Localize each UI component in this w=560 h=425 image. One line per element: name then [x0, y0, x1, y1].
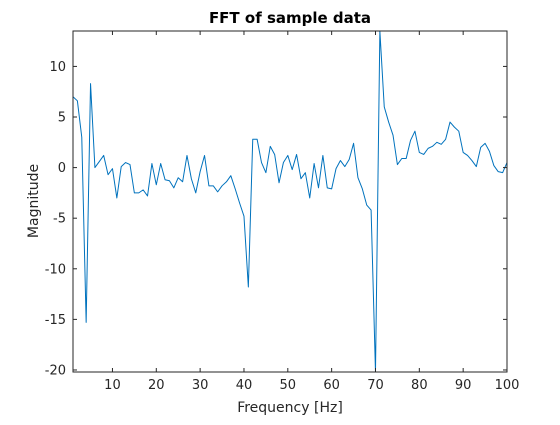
y-tick-label: 5 — [58, 111, 66, 126]
y-tick-label: -10 — [45, 262, 66, 277]
line-layer — [72, 30, 508, 373]
y-axis-label: Magnitude — [26, 164, 42, 238]
x-tick-label: 80 — [411, 378, 428, 393]
y-tick-label: 0 — [58, 161, 66, 176]
axes-box — [72, 30, 508, 373]
x-tick-label: 100 — [495, 378, 520, 393]
x-tick-label: 90 — [455, 378, 472, 393]
x-tick-label: 30 — [192, 378, 209, 393]
plot-background — [73, 31, 507, 372]
y-tick-label: 10 — [49, 60, 66, 75]
x-tick-label: 50 — [280, 378, 297, 393]
y-tick-label: -15 — [45, 313, 66, 328]
x-axis-label: Frequency [Hz] — [237, 400, 343, 416]
y-tick-label: -5 — [53, 212, 66, 227]
series-line-0 — [72, 30, 508, 373]
y-tick-label: -20 — [45, 363, 66, 378]
x-tick-label: 70 — [367, 378, 384, 393]
x-tick-label: 10 — [104, 378, 121, 393]
x-tick-label: 40 — [236, 378, 253, 393]
chart-title: FFT of sample data — [209, 9, 371, 27]
x-tick-label: 60 — [323, 378, 340, 393]
x-tick-label: 20 — [148, 378, 165, 393]
